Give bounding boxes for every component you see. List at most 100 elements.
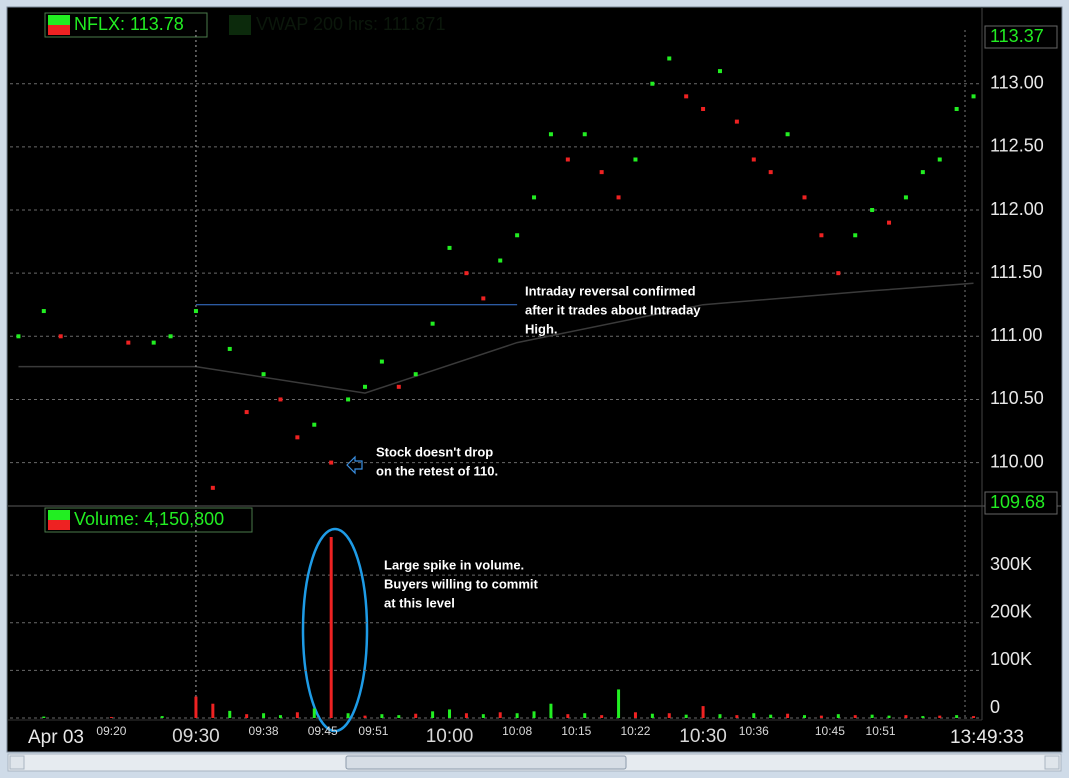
x-tick-label: 10:22: [620, 724, 650, 738]
legend-swatch: [48, 520, 70, 530]
x-tick-label: 09:45: [308, 724, 338, 738]
legend-swatch: [48, 510, 70, 520]
price-tick: [532, 195, 537, 200]
y-tick-label: 112.00: [990, 199, 1044, 219]
legend-volume: Volume: 4,150,800: [74, 509, 224, 529]
price-tick: [565, 157, 570, 162]
price-badge: [984, 25, 1058, 49]
clock-label: 13:49:33: [950, 727, 1024, 748]
scroll-thumb[interactable]: [345, 755, 627, 770]
volume-bar: [786, 713, 790, 718]
price-tick: [684, 94, 689, 99]
volume-bar: [262, 713, 266, 718]
volume-bar: [329, 537, 333, 718]
x-tick-label: 09:20: [96, 724, 126, 738]
annotation-line: after it trades about Intraday: [525, 302, 701, 317]
volume-bar: [515, 713, 519, 718]
price-tick: [887, 220, 892, 225]
x-tick-label: 10:36: [739, 724, 769, 738]
annotation-line: on the retest of 110.: [376, 463, 498, 478]
y-tick-label: 0: [990, 697, 1000, 717]
price-tick: [819, 233, 824, 238]
volume-bar: [600, 715, 604, 718]
price-tick: [464, 271, 469, 276]
volume-bar: [617, 689, 621, 718]
price-tick: [548, 132, 553, 137]
volume-bar: [211, 703, 215, 718]
annotation-line: Buyers willing to commit: [384, 576, 539, 591]
volume-bar: [481, 714, 485, 718]
volume-bar: [684, 714, 688, 718]
volume-bar: [904, 715, 908, 718]
x-tick-label: 09:30: [172, 726, 220, 747]
annotation-line: High.: [525, 321, 558, 336]
volume-bar: [549, 703, 553, 718]
volume-bar: [955, 715, 959, 718]
price-tick: [954, 106, 959, 111]
price-tick: [261, 372, 266, 377]
volume-bar: [836, 714, 840, 718]
x-tick-label: 10:51: [866, 724, 896, 738]
price-tick: [751, 157, 756, 162]
volume-bar: [363, 715, 367, 718]
price-tick: [802, 195, 807, 200]
volume-bar: [42, 716, 46, 718]
volume-bar: [228, 710, 232, 718]
price-tick: [278, 397, 283, 402]
price-tick: [244, 410, 249, 415]
volume-bar: [667, 713, 671, 718]
y-tick-label: 100K: [990, 649, 1032, 669]
price-tick: [16, 334, 21, 339]
volume-bar: [498, 712, 502, 718]
volume-bar: [701, 706, 705, 718]
volume-bar: [819, 715, 823, 718]
price-tick: [785, 132, 790, 137]
volume-bar: [160, 716, 164, 718]
x-tick-label: 09:38: [249, 724, 279, 738]
y-limit-label: 109.68: [990, 492, 1045, 512]
volume-bar: [346, 713, 350, 718]
scroll-right[interactable]: [1044, 755, 1060, 770]
annotations: Intraday reversal confirmed after it tra…: [376, 283, 701, 610]
spike-ellipse: [301, 527, 369, 733]
price-tick: [447, 245, 452, 250]
price-tick: [295, 435, 300, 440]
legend-swatch: [48, 15, 70, 25]
price-tick: [312, 422, 317, 427]
scroll-left[interactable]: [9, 755, 25, 770]
volume-bar: [938, 715, 942, 718]
price-tick: [498, 258, 503, 263]
price-tick: [853, 233, 858, 238]
y-tick-label: 200K: [990, 601, 1032, 621]
volume-bar: [583, 713, 587, 718]
arrow-icon: [346, 455, 363, 475]
volume-bar: [735, 715, 739, 718]
legend-swatch: [48, 25, 70, 35]
annotation-line: Stock doesn't drop: [376, 444, 493, 459]
price-tick: [193, 309, 198, 314]
price-tick: [362, 384, 367, 389]
price-tick: [920, 170, 925, 175]
price-tick: [667, 56, 672, 61]
y-tick-label: 111.00: [990, 325, 1042, 345]
price-tick: [430, 321, 435, 326]
price-tick: [870, 208, 875, 213]
price-tick: [515, 233, 520, 238]
y-tick-label: 112.50: [990, 136, 1044, 156]
legend-vwap: VWAP 200 hrs: 111.871: [256, 14, 445, 34]
price-tick: [633, 157, 638, 162]
volume-bar: [921, 716, 925, 718]
volume-bar: [887, 715, 891, 718]
volume-bar: [397, 715, 401, 718]
volume-bar: [633, 712, 637, 718]
volume-bar: [431, 711, 435, 718]
price-tick: [346, 397, 351, 402]
y-tick-label: 113.00: [990, 72, 1044, 92]
price-tick: [379, 359, 384, 364]
price-tick: [126, 340, 131, 345]
price-tick: [58, 334, 63, 339]
price-tick: [734, 119, 739, 124]
volume-bar: [380, 714, 384, 718]
volume-bar: [650, 713, 654, 718]
legend-box: [44, 507, 253, 533]
